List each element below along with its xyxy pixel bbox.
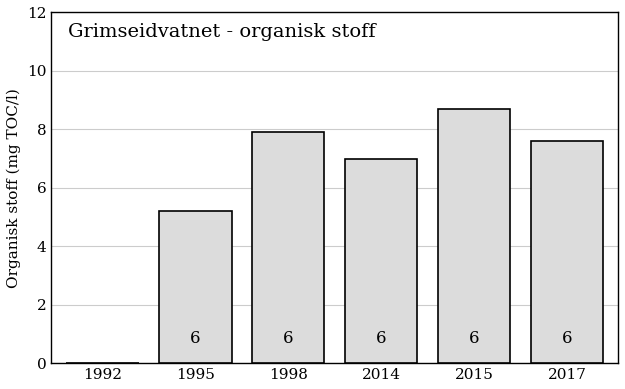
Bar [531,141,603,363]
Bar [438,109,510,363]
Y-axis label: Organisk stoff (mg TOC/l): Organisk stoff (mg TOC/l) [7,88,21,288]
Text: 6: 6 [469,330,479,347]
Bar [159,211,231,363]
Bar [252,132,324,363]
Text: 6: 6 [283,330,294,347]
Text: 6: 6 [376,330,386,347]
Text: 6: 6 [190,330,201,347]
Text: Grimseidvatnet - organisk stoff: Grimseidvatnet - organisk stoff [68,23,376,41]
Bar [345,159,418,363]
Text: 6: 6 [562,330,572,347]
